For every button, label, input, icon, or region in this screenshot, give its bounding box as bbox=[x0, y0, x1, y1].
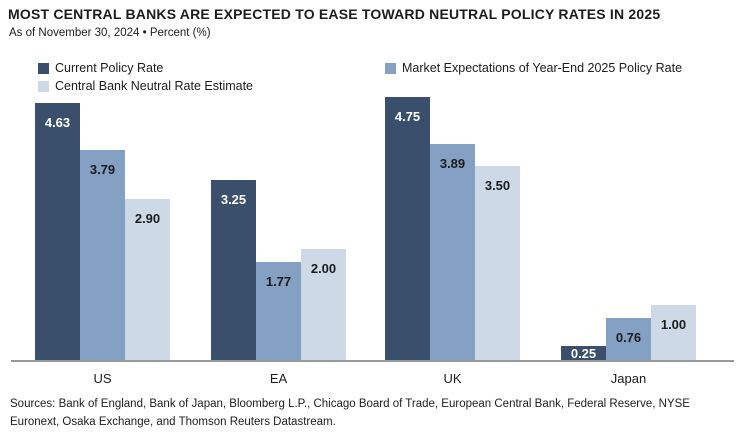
legend-label-market: Market Expectations of Year-End 2025 Pol… bbox=[402, 61, 683, 75]
legend-label-neutral: Central Bank Neutral Rate Estimate bbox=[55, 79, 254, 93]
sources-note: Sources: Bank of England, Bank of Japan,… bbox=[10, 398, 690, 429]
bar-us-series-2: 2.90 bbox=[125, 199, 170, 360]
bar-uk-series-2: 3.50 bbox=[475, 166, 520, 360]
x-axis-labels: US EA UK Japan bbox=[0, 371, 743, 387]
bar-japan-series-0: 0.25 bbox=[561, 345, 606, 361]
chart-subtitle: As of November 30, 2024 • Percent (%) bbox=[9, 27, 211, 39]
bar-value-label: 2.00 bbox=[310, 261, 337, 277]
bar-japan-series-2: 1.00 bbox=[651, 304, 696, 360]
bar-value-label: 3.79 bbox=[89, 162, 116, 177]
bar-us-series-0: 4.63 bbox=[35, 103, 80, 360]
bar-value-label: 0.76 bbox=[615, 329, 642, 345]
x-axis-label-ea: EA bbox=[269, 371, 288, 386]
bar-us-series-1: 3.79 bbox=[80, 150, 125, 360]
bar-ea-series-0: 3.25 bbox=[211, 179, 256, 360]
x-axis-label-japan: Japan bbox=[610, 371, 647, 386]
legend-item-current-policy-rate: Current Policy Rate bbox=[38, 61, 163, 75]
bar-value-label: 0.25 bbox=[570, 345, 597, 361]
bar-value-label: 1.00 bbox=[660, 316, 687, 332]
x-axis-label-us: US bbox=[93, 371, 112, 386]
legend-swatch-neutral-icon bbox=[38, 80, 49, 92]
bar-uk-series-1: 3.89 bbox=[430, 144, 475, 360]
x-axis-line bbox=[11, 360, 734, 362]
bar-ea-series-1: 1.77 bbox=[256, 261, 301, 360]
x-axis-label-uk: UK bbox=[443, 371, 462, 386]
bar-value-label: 1.77 bbox=[265, 273, 292, 289]
legend-item-market-expectations: Market Expectations of Year-End 2025 Pol… bbox=[385, 61, 682, 75]
plot-area: 4.63 3.25 4.75 0.25 3.79 1.77 3.89 0.76 2.90 2.00… bbox=[0, 94, 743, 361]
bar-uk-series-0: 4.75 bbox=[385, 96, 430, 360]
bar-ea-series-2: 2.00 bbox=[301, 249, 346, 360]
bar-value-label: 3.50 bbox=[484, 178, 511, 193]
bar-value-label: 2.90 bbox=[134, 211, 161, 227]
bar-value-label: 4.75 bbox=[394, 108, 421, 124]
legend-item-neutral-rate: Central Bank Neutral Rate Estimate bbox=[38, 79, 253, 93]
legend-swatch-market-icon bbox=[385, 62, 396, 74]
bar-value-label: 3.89 bbox=[439, 156, 466, 172]
bar-value-label: 3.25 bbox=[220, 191, 247, 207]
bar-japan-series-1: 0.76 bbox=[606, 317, 651, 360]
bar-value-label: 4.63 bbox=[44, 115, 71, 131]
legend-swatch-current-icon bbox=[38, 62, 49, 74]
chart-title: MOST CENTRAL BANKS ARE EXPECTED TO EASE … bbox=[8, 6, 661, 22]
legend-label-current: Current Policy Rate bbox=[55, 61, 164, 75]
